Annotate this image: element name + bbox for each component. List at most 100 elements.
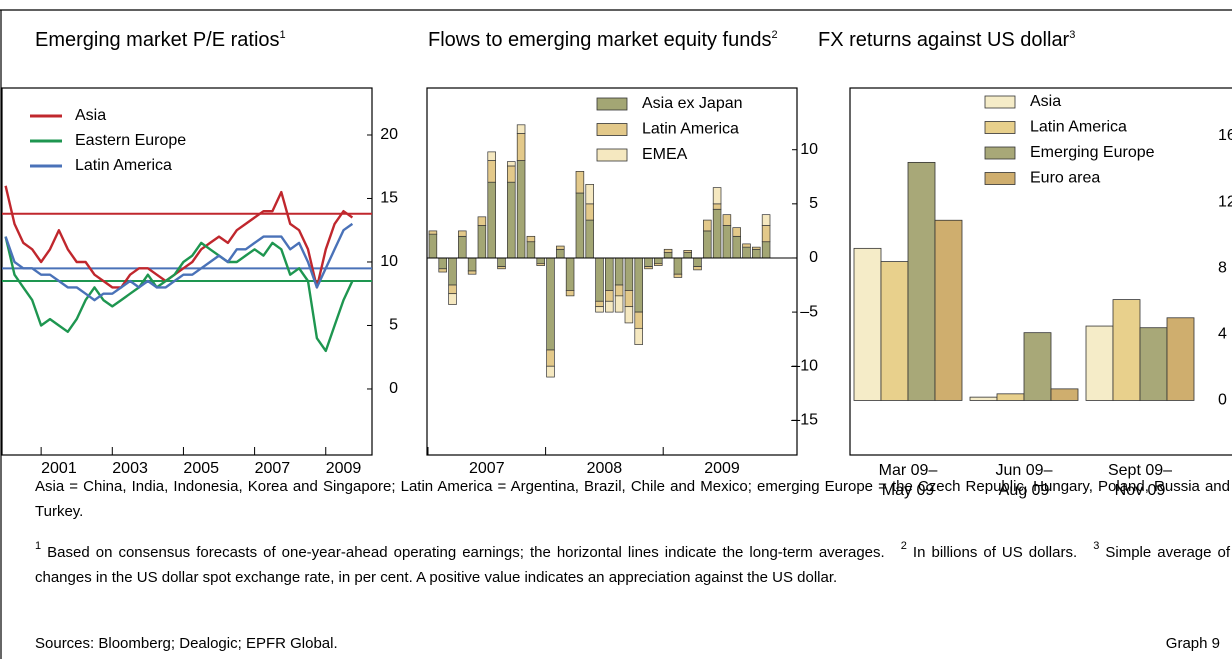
x-tick-label: 2007 [255,460,291,477]
bar-segment [761,214,771,226]
bar-segment [732,227,741,237]
y-tick-label: 8 [1218,259,1227,276]
bar-segment [438,257,447,270]
bar-segment [467,270,477,275]
bar-segment [624,306,634,324]
legend-label: Asia [75,107,106,124]
legend-label: Latin America [642,121,739,138]
y-tick-label: 0 [809,249,818,266]
bar-segment [536,257,545,264]
bar-segment [634,311,643,329]
bar-segment [556,245,565,250]
legend-label: Emerging Europe [1030,144,1155,161]
bar-segment [693,266,702,271]
bar-segment [556,248,565,259]
bar-segment [516,160,526,259]
legend-label: Euro area [1030,170,1100,187]
bar-segment [428,230,438,235]
legend-swatch [984,121,1016,134]
bar [1085,325,1114,401]
bar-segment [565,290,575,297]
x-tick-label: 2009 [704,460,740,477]
y-tick-label: –10 [791,357,818,374]
bar-segment [683,250,692,253]
bar-segment [742,243,751,248]
graph-label: Graph 9 [1165,635,1220,652]
bar-segment [487,160,496,183]
plot-area [1,87,373,456]
bar-segment [546,257,555,351]
x-tick-label: Sept 09– Nov 09 [1107,462,1173,499]
bar-segment [467,257,477,272]
bar-segment [752,248,761,259]
bar-segment [712,203,722,210]
bar-segment [673,273,683,278]
legend-label: Eastern Europe [75,132,186,149]
bar-segment [663,248,673,253]
series-line [4,236,354,353]
bar-segment [595,306,604,313]
x-tick-label: 2005 [183,460,219,477]
bar-segment [458,235,467,259]
bar-segment [693,257,702,267]
bar-segment [585,203,594,221]
bar [969,396,998,401]
sources: Sources: Bloomberg; Dealogic; EPFR Globa… [35,635,338,652]
y-tick-label: –5 [800,303,818,320]
bar-segment [722,225,732,259]
bar [1112,299,1141,401]
footnote-mark: 3 [1093,540,1100,552]
bar-segment [438,268,447,273]
footnote-mark: 2 [900,540,907,552]
bar-segment [644,266,653,270]
bar-segment [536,263,545,266]
legend-swatch [596,123,628,136]
bar-segment [614,284,624,297]
plot [428,124,771,378]
x-tick-label: Jun 09– Aug 09 [995,462,1053,499]
footnote-text: Simple average of changes in the US doll… [35,544,1231,586]
legend-swatch [596,97,628,111]
bar-segment [507,165,516,183]
series-line [4,185,354,289]
bar-segment [487,181,496,259]
legend-swatch [984,146,1016,160]
chart-title-note: 1 [279,29,286,41]
y-tick-label: 0 [389,380,398,397]
bar [880,261,909,401]
x-tick-label: 2001 [41,460,77,477]
bar-segment [712,187,722,205]
footnote-mark: 1 [35,540,42,552]
chart-title-note: 2 [771,29,778,41]
x-tick-label: 2003 [112,460,148,477]
y-tick-label: 15 [380,190,398,207]
bar-segment [703,219,712,232]
bar-segment [605,290,614,302]
bar-segment [673,257,683,275]
legend-label: Latin America [1030,119,1127,136]
chart-title-text: Emerging market P/E ratios [35,29,280,51]
bar-segment [526,241,536,259]
bar [996,393,1025,401]
y-tick-label: 10 [380,253,398,270]
footnote-text: Based on consensus forecasts of one-year… [47,544,885,561]
bar-segment [585,219,594,259]
bar-segment [761,241,771,259]
chart-title: Flows to emerging market equity funds2 [428,29,808,51]
bar-segment [595,300,604,308]
bar-segment [546,365,555,378]
bar-segment [448,257,457,286]
bar-segment [761,225,771,243]
x-tick-label: 2009 [326,460,362,477]
bar-segment [683,252,692,259]
x-tick-label: Mar 09– May 09 [878,462,938,499]
bar-segment [477,225,487,259]
chart-title: FX returns against US dollar3 [818,30,1228,51]
bar-segment [497,257,506,267]
bar [907,161,936,401]
bar-segment [614,295,624,313]
bar-segment [614,257,624,286]
bar-segment [516,133,526,161]
y-tick-label: 12 [1218,193,1232,210]
